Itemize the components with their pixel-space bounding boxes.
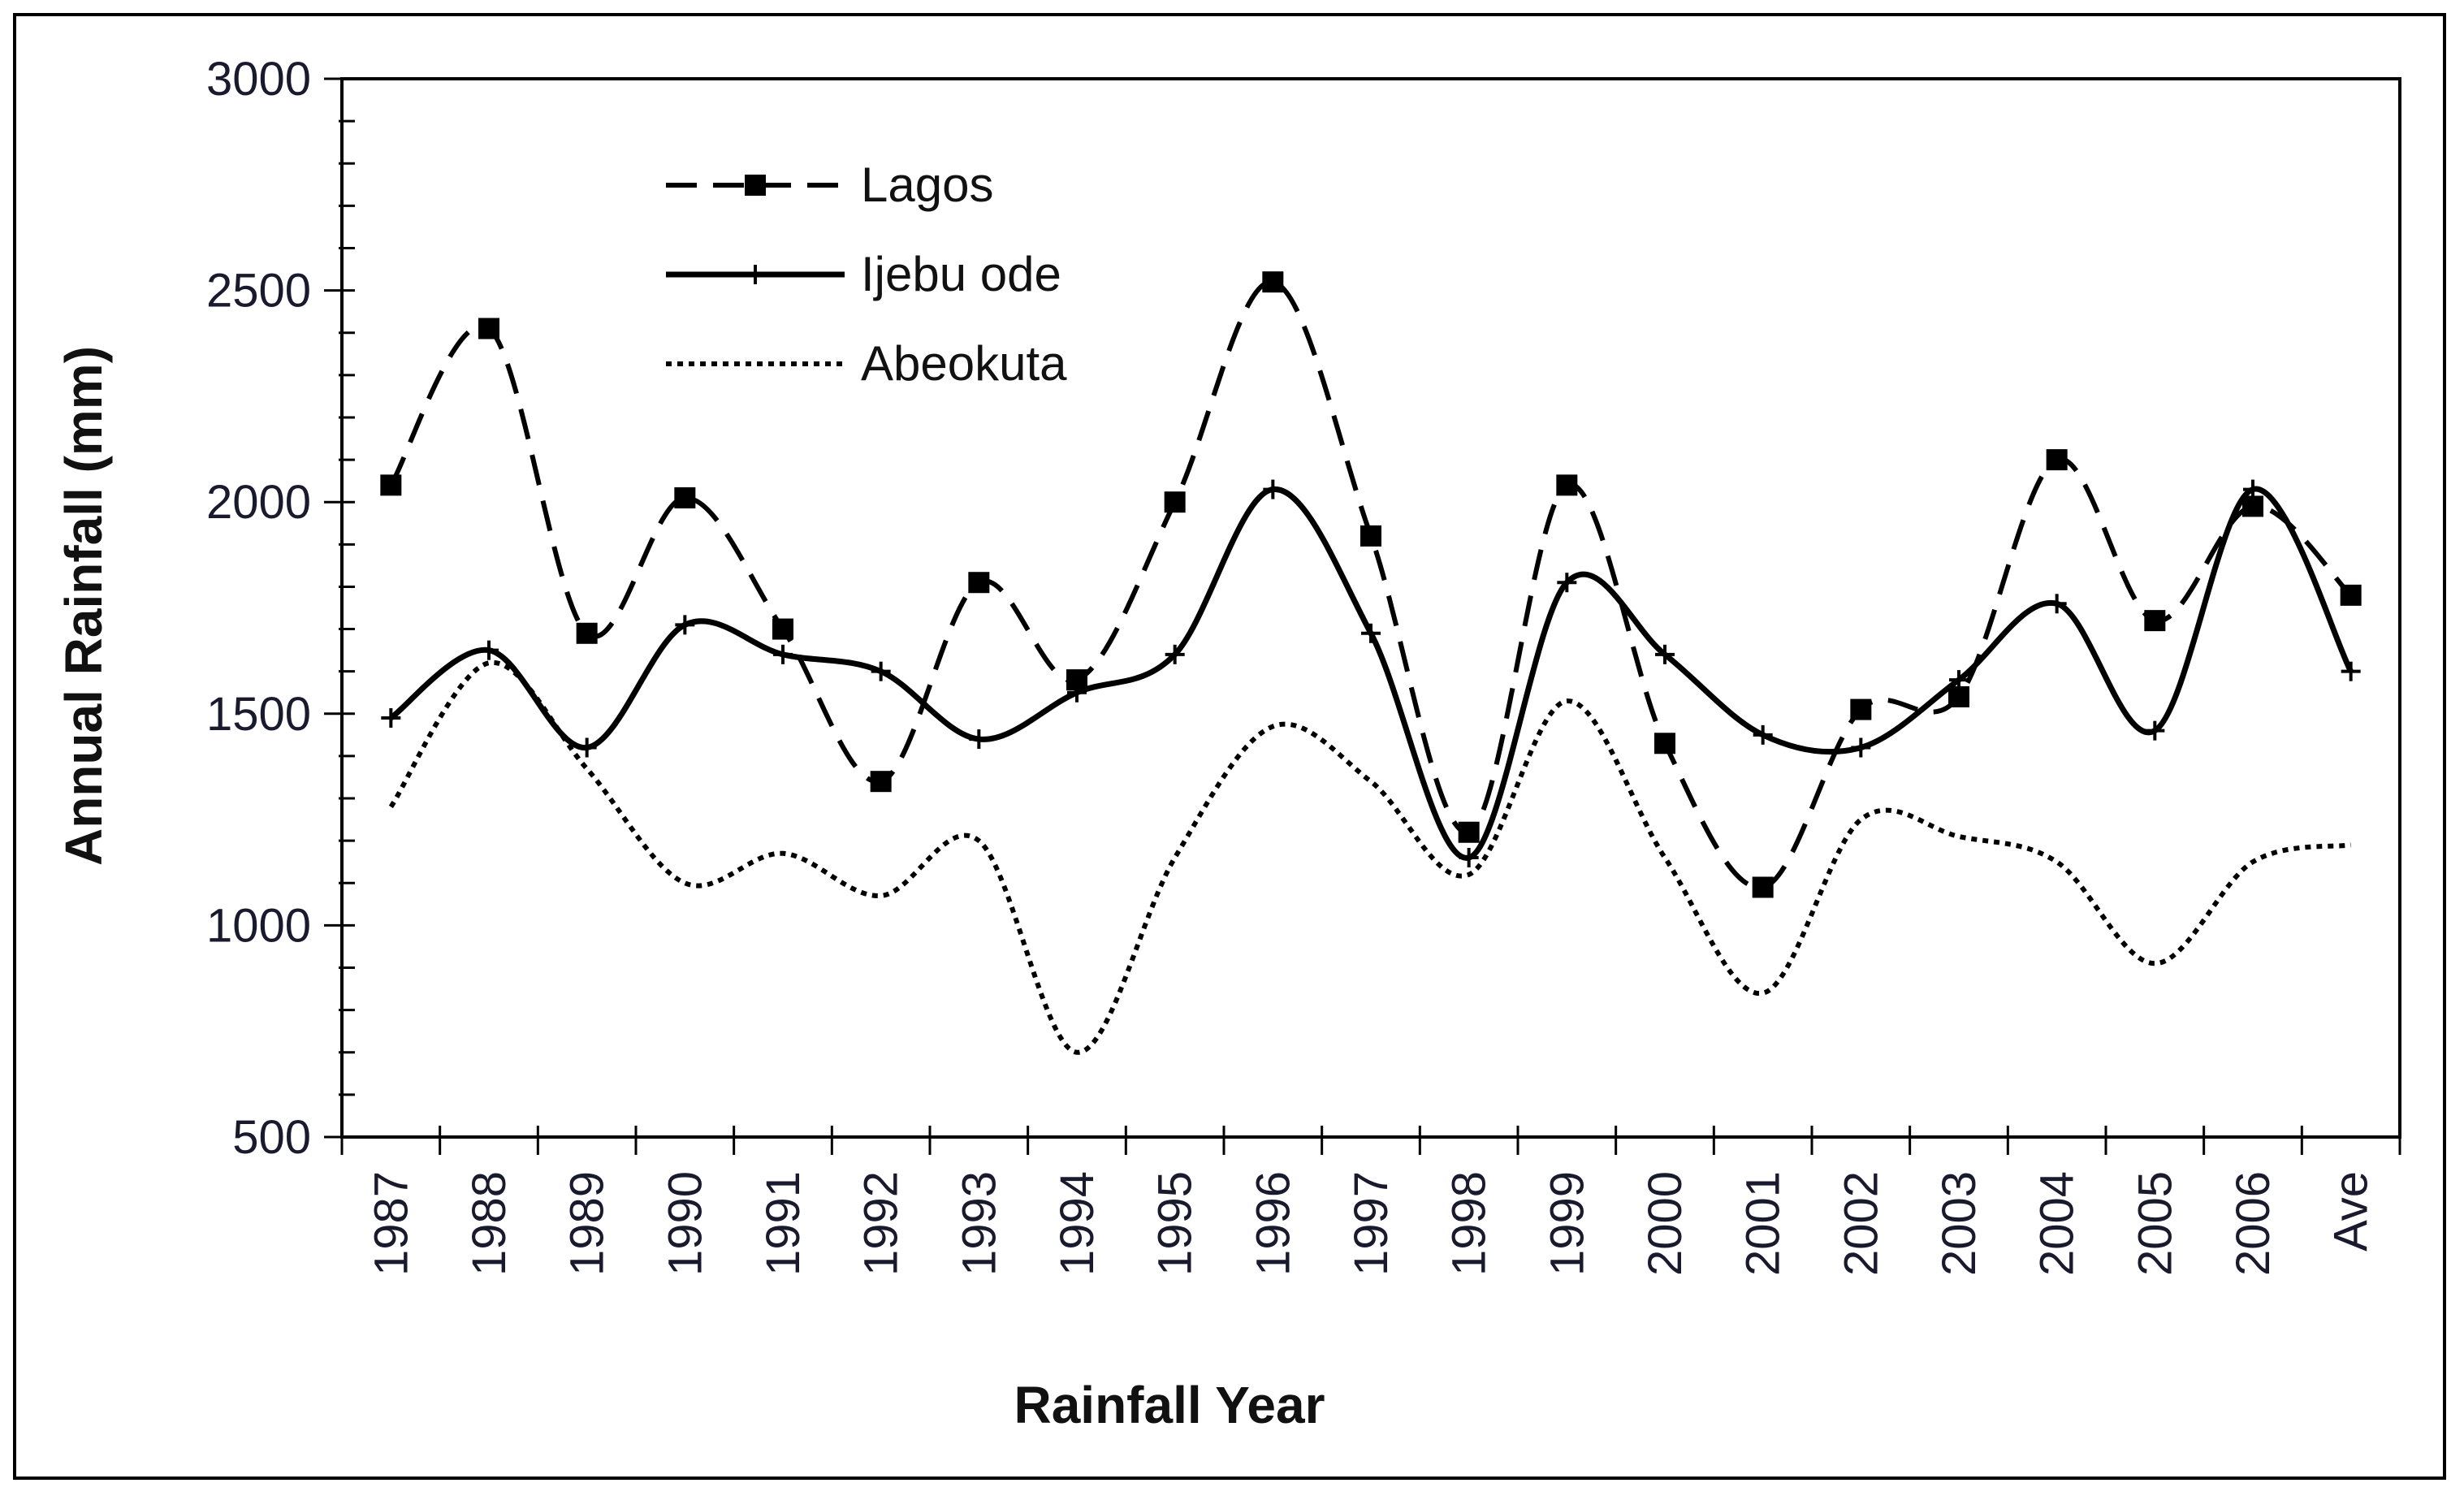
data-point xyxy=(1556,474,1578,496)
data-point xyxy=(380,474,402,496)
data-point xyxy=(1067,682,1087,703)
series-lagos xyxy=(380,271,2362,898)
legend-label: Lagos xyxy=(861,158,993,212)
x-tick-label: 1998 xyxy=(1443,1171,1496,1276)
legend-item: Ijebu ode xyxy=(666,247,1061,301)
data-point xyxy=(577,737,597,758)
data-point xyxy=(1164,491,1186,513)
data-point xyxy=(1459,848,1479,868)
x-axis-ticks: 1987 1988 1989 1990 1991 1992 1993 1994 1995 1996… xyxy=(340,1126,2401,1276)
data-point xyxy=(478,318,499,339)
plot-area xyxy=(340,77,2401,1139)
data-point xyxy=(871,661,891,681)
y-axis-ticks: 500 1000 1500 2000 2500 3000 xyxy=(206,53,355,1164)
x-tick-label: 2003 xyxy=(1933,1171,1986,1276)
legend-item: Abeokuta xyxy=(666,336,1067,391)
series-abeokuta xyxy=(388,659,2352,1055)
series-layer xyxy=(380,271,2362,1055)
x-tick-label: 1990 xyxy=(659,1171,711,1276)
series-line xyxy=(388,659,2352,1055)
data-point xyxy=(1850,698,1872,720)
data-point xyxy=(674,486,696,508)
legend-label: Ijebu ode xyxy=(861,247,1061,301)
x-tick-label: 2000 xyxy=(1639,1171,1692,1276)
legend-marker xyxy=(745,175,766,196)
x-tick-label: 1989 xyxy=(561,1171,614,1276)
x-tick-label: 1987 xyxy=(365,1171,417,1276)
data-point xyxy=(773,644,793,664)
x-axis-title: Rainfall Year xyxy=(1014,1376,1325,1434)
x-tick-label: 1995 xyxy=(1149,1171,1202,1276)
y-tick-label: 1500 xyxy=(206,688,311,741)
data-point xyxy=(479,640,499,660)
y-tick-label: 3000 xyxy=(206,53,311,106)
x-tick-label: 1991 xyxy=(757,1171,810,1276)
x-tick-label: 1992 xyxy=(855,1171,908,1276)
series-ijebu-ode xyxy=(381,479,2361,868)
y-tick-label: 500 xyxy=(232,1111,311,1164)
legend-label: Abeokuta xyxy=(861,336,1067,391)
x-tick-label: 1993 xyxy=(953,1171,1005,1276)
y-tick-label: 2500 xyxy=(206,265,311,318)
data-point xyxy=(2047,594,2067,614)
x-tick-label: 1997 xyxy=(1345,1171,1398,1276)
data-point xyxy=(1360,525,1381,547)
x-tick-label: 1996 xyxy=(1247,1171,1299,1276)
data-point xyxy=(1948,685,1969,707)
x-tick-label: 2004 xyxy=(2031,1171,2084,1276)
data-point xyxy=(675,615,695,635)
data-point xyxy=(576,622,598,644)
data-point xyxy=(1165,644,1185,664)
data-point xyxy=(1851,737,1871,758)
x-tick-label: 1994 xyxy=(1051,1171,1104,1276)
legend-item: Lagos xyxy=(666,158,993,212)
data-point xyxy=(2242,495,2263,517)
data-point xyxy=(1557,573,1577,593)
x-tick-label: 2002 xyxy=(1835,1171,1887,1276)
legend: Lagos Ijebu ode Abeokuta xyxy=(666,158,1067,391)
y-tick-label: 2000 xyxy=(206,476,311,529)
x-tick-label: 1999 xyxy=(1541,1171,1593,1276)
data-point xyxy=(1752,876,1774,898)
data-point xyxy=(968,572,990,594)
data-point xyxy=(381,708,401,729)
data-point xyxy=(1458,821,1480,843)
data-point xyxy=(772,618,793,640)
data-point xyxy=(2144,610,2166,632)
y-tick-label: 1000 xyxy=(206,899,311,952)
x-tick-label: Ave xyxy=(2325,1171,2378,1252)
data-point xyxy=(1262,271,1284,293)
data-point xyxy=(2145,720,2165,741)
legend-marker xyxy=(746,265,765,284)
x-tick-label: 2005 xyxy=(2129,1171,2181,1276)
x-tick-label: 2001 xyxy=(1737,1171,1790,1276)
data-point xyxy=(1949,670,1969,690)
series-line xyxy=(389,486,2354,861)
data-point xyxy=(1655,644,1675,664)
data-point xyxy=(2046,449,2068,471)
series-line xyxy=(388,279,2353,890)
data-point xyxy=(2243,479,2263,499)
data-point xyxy=(2340,584,2362,606)
data-point xyxy=(1361,623,1381,643)
data-point xyxy=(1753,724,1773,745)
data-point xyxy=(969,729,989,750)
data-point xyxy=(870,771,892,793)
x-tick-label: 2006 xyxy=(2227,1171,2280,1276)
x-tick-label: 1988 xyxy=(463,1171,516,1276)
data-point xyxy=(2341,661,2361,681)
data-point xyxy=(1654,733,1675,754)
chart-frame xyxy=(13,13,2446,1480)
data-point xyxy=(1263,479,1283,499)
y-axis-title: Annual Rainfall (mm) xyxy=(54,346,113,866)
